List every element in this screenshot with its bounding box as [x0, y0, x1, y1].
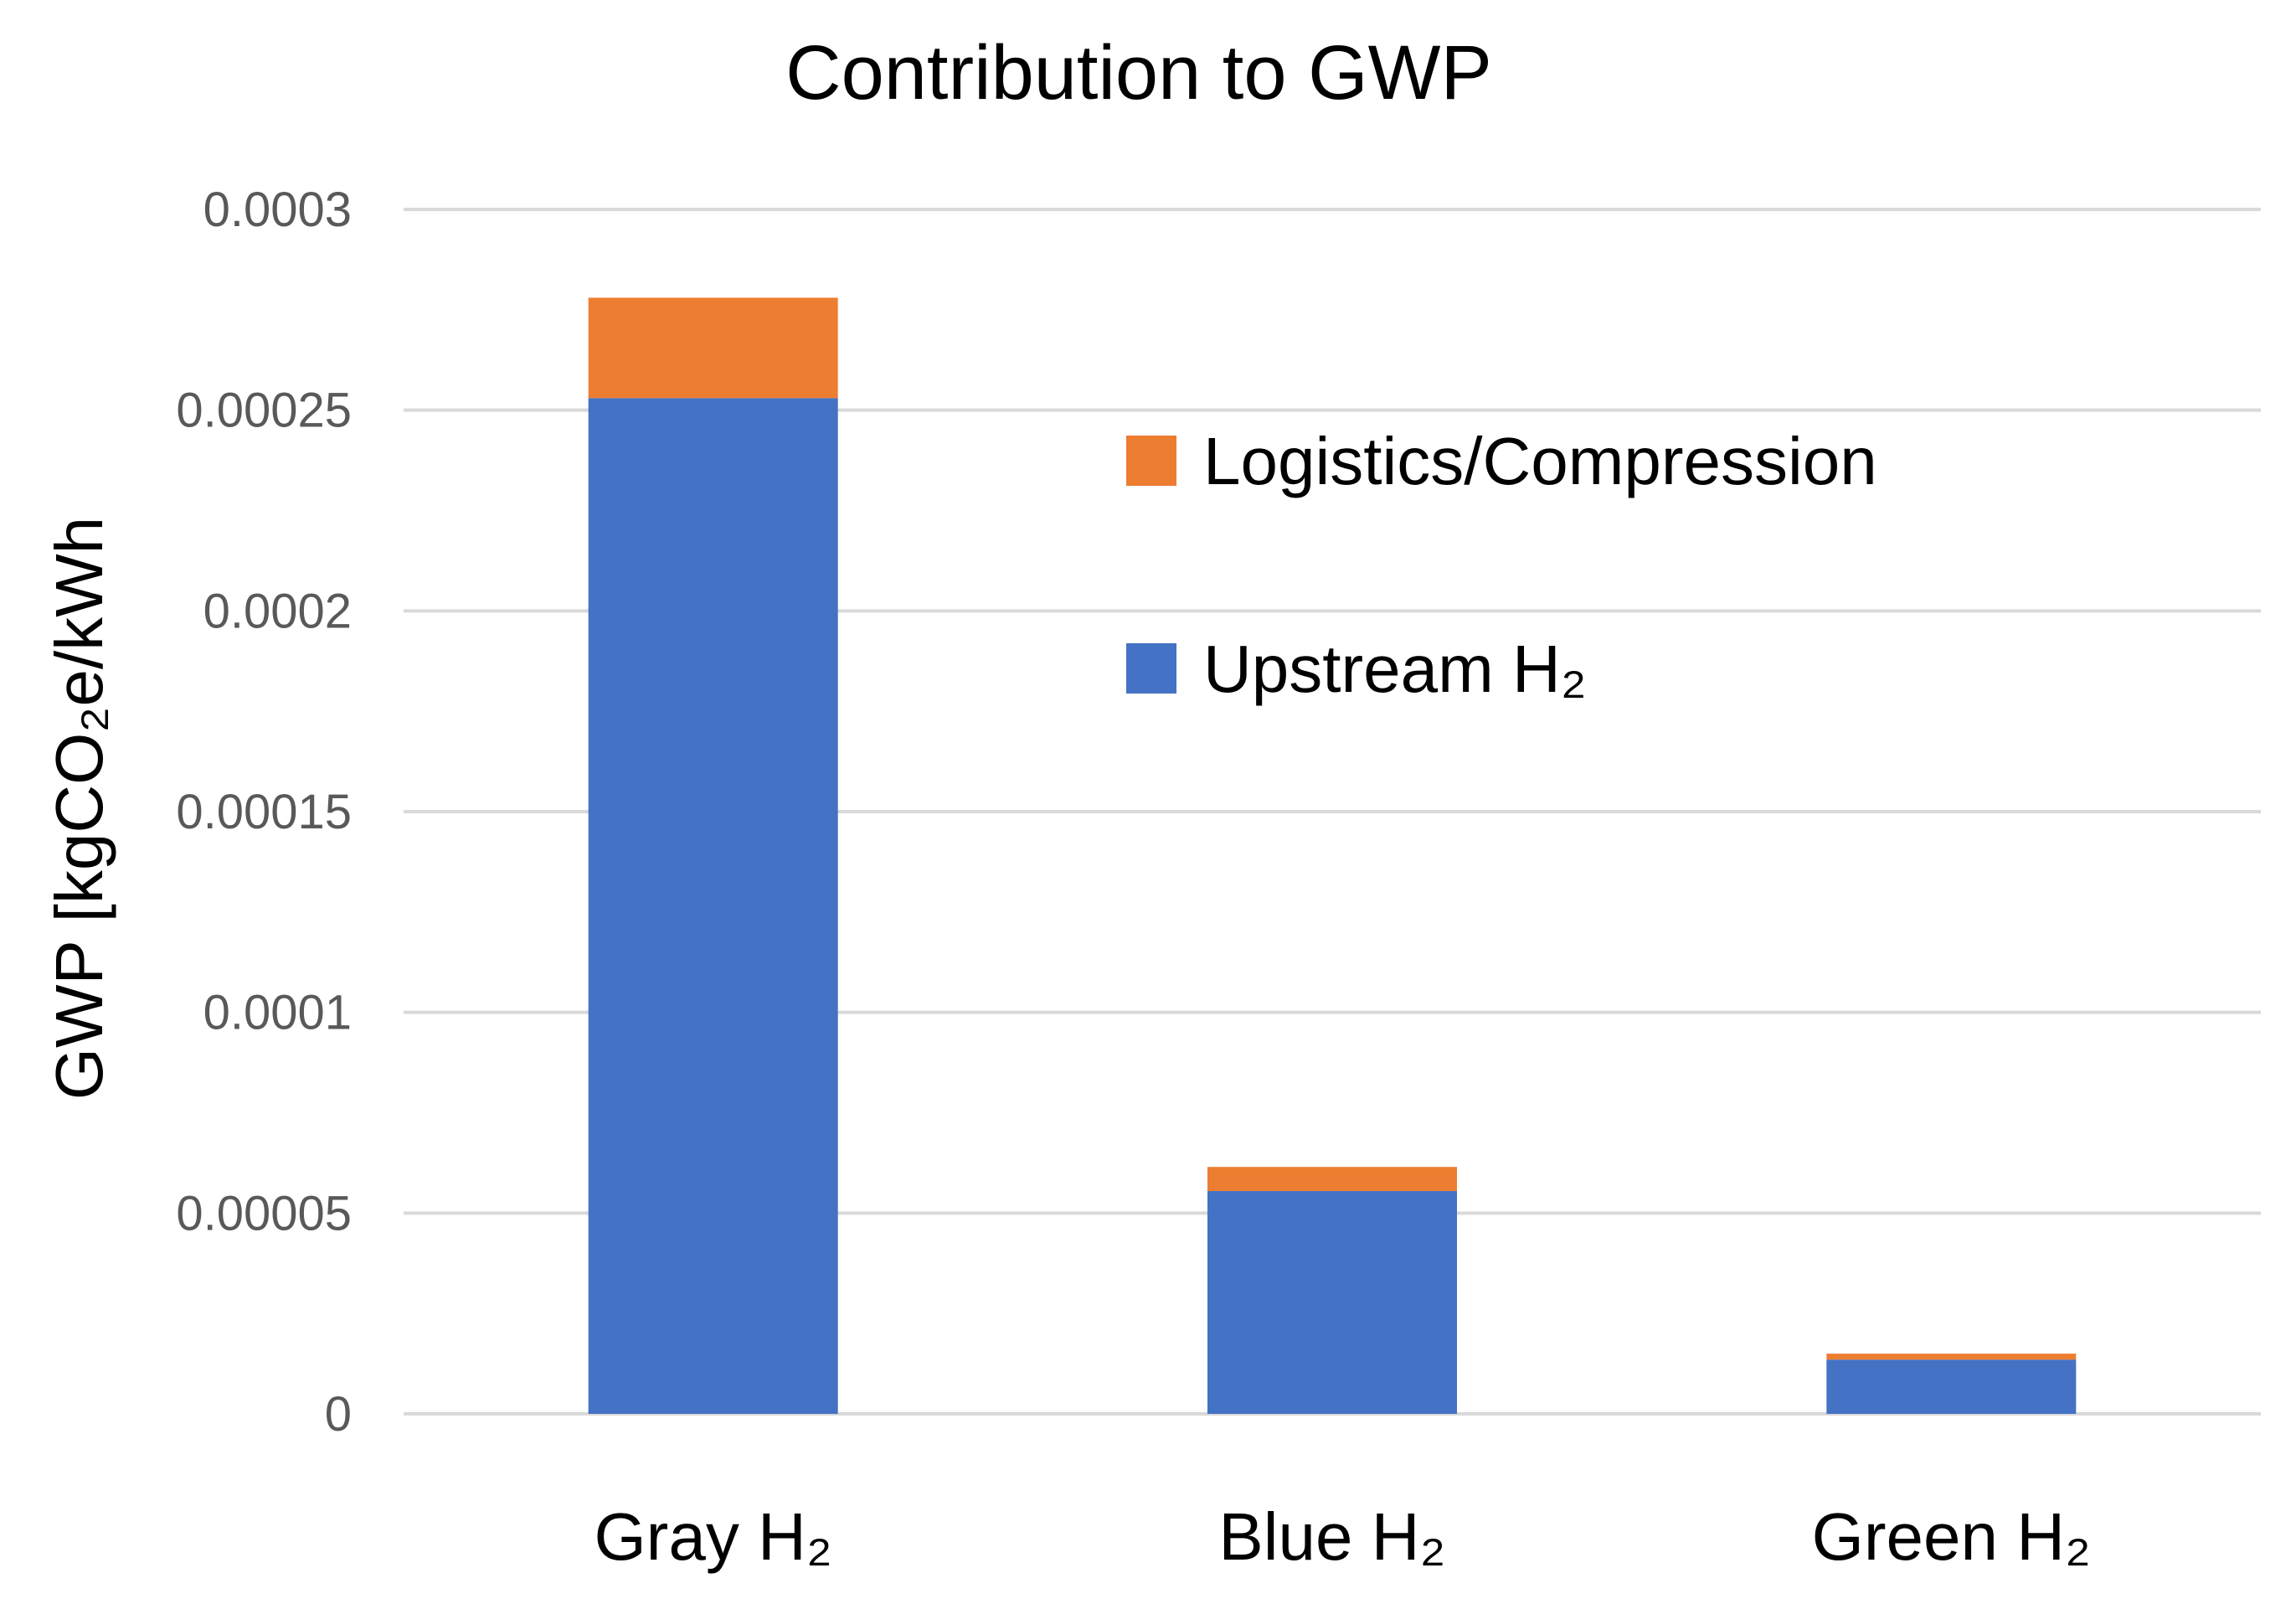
bar-logistics-compression	[1826, 1354, 2077, 1360]
y-tick-label: 0.00025	[176, 384, 352, 438]
bar-upstream-h	[588, 398, 838, 1415]
bar-logistics-compression	[1207, 1167, 1457, 1191]
y-tick-label: 0.00015	[176, 785, 352, 839]
bar-upstream-h	[1207, 1190, 1457, 1414]
x-axis-ticks: Gray H₂ Blue H₂ Green H₂	[594, 1499, 2091, 1574]
x-tick-label: Gray H₂	[594, 1499, 831, 1574]
legend-swatch	[1126, 643, 1176, 694]
y-tick-label: 0.0002	[203, 584, 352, 638]
bars	[588, 297, 2077, 1415]
legend-label: Upstream H₂	[1203, 632, 1587, 706]
y-tick-label: 0	[325, 1387, 352, 1442]
chart-title: Contribution to GWP	[785, 30, 1492, 116]
y-axis-ticks: 0 0.00005 0.0001 0.00015 0.0002 0.00025 0.0003	[176, 183, 352, 1442]
x-tick-label: Blue H₂	[1218, 1499, 1445, 1574]
x-tick-label: Green H₂	[1812, 1499, 2091, 1574]
legend-label: Logistics/Compression	[1203, 424, 1877, 498]
bar-upstream-h	[1826, 1359, 2077, 1414]
legend-swatch	[1126, 436, 1176, 486]
y-axis-label: GWP [kgCO₂e/kWh	[42, 517, 116, 1100]
bar-logistics-compression	[588, 297, 838, 399]
y-tick-label: 0.0001	[203, 986, 352, 1040]
legend: Logistics/Compression Upstream H₂	[1126, 424, 1877, 706]
y-tick-label: 0.0003	[203, 183, 352, 237]
y-tick-label: 0.00005	[176, 1186, 352, 1240]
